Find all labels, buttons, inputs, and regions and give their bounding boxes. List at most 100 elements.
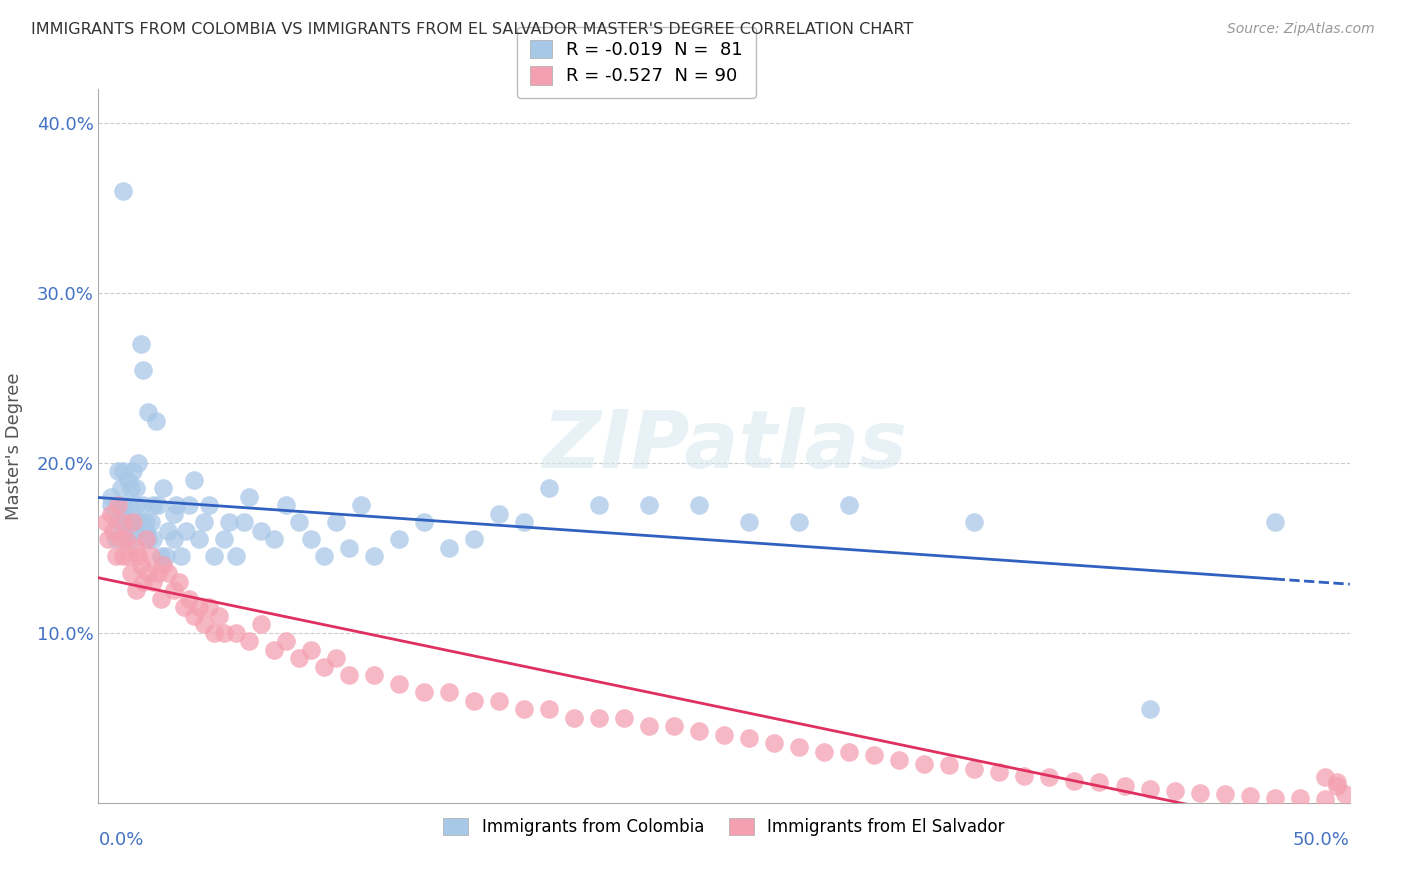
Point bbox=[287, 516, 309, 530]
Point bbox=[94, 516, 117, 530]
Point bbox=[299, 643, 322, 657]
Point bbox=[1264, 790, 1286, 805]
Point bbox=[225, 626, 247, 640]
Point bbox=[129, 558, 152, 572]
Point bbox=[120, 533, 142, 547]
Point bbox=[117, 499, 139, 513]
Point bbox=[1163, 784, 1185, 798]
Point bbox=[363, 549, 385, 564]
Point bbox=[138, 533, 160, 547]
Point bbox=[122, 524, 145, 538]
Point bbox=[238, 490, 260, 504]
Point bbox=[122, 516, 145, 530]
Point bbox=[350, 499, 373, 513]
Y-axis label: Master's Degree: Master's Degree bbox=[4, 372, 22, 520]
Point bbox=[963, 762, 986, 776]
Point bbox=[463, 694, 485, 708]
Point bbox=[187, 600, 209, 615]
Point bbox=[312, 549, 335, 564]
Point bbox=[152, 558, 174, 572]
Point bbox=[103, 524, 125, 538]
Point bbox=[135, 524, 157, 538]
Point bbox=[588, 711, 610, 725]
Point bbox=[613, 711, 636, 725]
Point bbox=[202, 626, 225, 640]
Point bbox=[1213, 787, 1236, 801]
Point bbox=[889, 753, 911, 767]
Point bbox=[125, 541, 148, 555]
Point bbox=[142, 499, 165, 513]
Point bbox=[112, 184, 135, 198]
Point bbox=[763, 736, 786, 750]
Point bbox=[138, 566, 160, 581]
Point bbox=[325, 516, 347, 530]
Point bbox=[107, 499, 129, 513]
Point bbox=[117, 473, 139, 487]
Point bbox=[132, 499, 155, 513]
Point bbox=[112, 516, 135, 530]
Point bbox=[388, 533, 411, 547]
Point bbox=[152, 482, 174, 496]
Point bbox=[1139, 702, 1161, 716]
Text: IMMIGRANTS FROM COLOMBIA VS IMMIGRANTS FROM EL SALVADOR MASTER'S DEGREE CORRELAT: IMMIGRANTS FROM COLOMBIA VS IMMIGRANTS F… bbox=[31, 22, 912, 37]
Point bbox=[688, 724, 710, 739]
Point bbox=[127, 549, 149, 564]
Point bbox=[513, 516, 536, 530]
Point bbox=[107, 516, 129, 530]
Point bbox=[537, 702, 560, 716]
Point bbox=[963, 516, 986, 530]
Point bbox=[157, 566, 180, 581]
Point bbox=[197, 600, 219, 615]
Point bbox=[132, 362, 155, 376]
Point bbox=[197, 499, 219, 513]
Point bbox=[337, 541, 360, 555]
Point bbox=[129, 337, 152, 351]
Point bbox=[155, 549, 177, 564]
Point bbox=[183, 608, 205, 623]
Legend: Immigrants from Colombia, Immigrants from El Salvador: Immigrants from Colombia, Immigrants fro… bbox=[434, 810, 1014, 845]
Point bbox=[207, 608, 229, 623]
Point bbox=[162, 507, 184, 521]
Point bbox=[738, 516, 761, 530]
Point bbox=[232, 516, 254, 530]
Point bbox=[167, 574, 190, 589]
Point bbox=[127, 516, 149, 530]
Point bbox=[129, 516, 152, 530]
Point bbox=[588, 499, 610, 513]
Point bbox=[110, 533, 132, 547]
Point bbox=[738, 731, 761, 746]
Point bbox=[107, 465, 129, 479]
Point bbox=[100, 507, 122, 521]
Point bbox=[312, 660, 335, 674]
Point bbox=[193, 516, 215, 530]
Point bbox=[1188, 786, 1211, 800]
Point bbox=[135, 533, 157, 547]
Point bbox=[120, 482, 142, 496]
Point bbox=[132, 574, 155, 589]
Point bbox=[122, 465, 145, 479]
Point bbox=[688, 499, 710, 513]
Point bbox=[125, 583, 148, 598]
Point bbox=[212, 626, 235, 640]
Point bbox=[412, 516, 434, 530]
Point bbox=[170, 549, 193, 564]
Point bbox=[274, 499, 298, 513]
Point bbox=[1313, 792, 1336, 806]
Point bbox=[838, 499, 860, 513]
Point bbox=[1063, 773, 1085, 788]
Point bbox=[1326, 779, 1348, 793]
Point bbox=[1326, 775, 1348, 789]
Point bbox=[1114, 779, 1136, 793]
Point bbox=[193, 617, 215, 632]
Text: 0.0%: 0.0% bbox=[98, 831, 143, 849]
Point bbox=[1239, 789, 1261, 803]
Point bbox=[250, 524, 273, 538]
Point bbox=[165, 499, 187, 513]
Point bbox=[412, 685, 434, 699]
Point bbox=[139, 516, 162, 530]
Point bbox=[110, 482, 132, 496]
Point bbox=[813, 745, 835, 759]
Point bbox=[263, 533, 285, 547]
Point bbox=[299, 533, 322, 547]
Text: ZIPatlas: ZIPatlas bbox=[541, 407, 907, 485]
